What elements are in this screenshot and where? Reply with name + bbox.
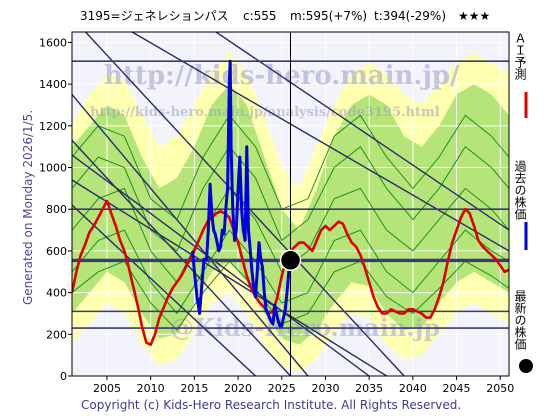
x-tick-label: 2025 <box>268 382 296 395</box>
y-tick-label: 200 <box>46 328 67 341</box>
legend-swatch-latest-price <box>519 359 533 373</box>
latest-price-dot <box>279 249 302 272</box>
ensemble-line <box>72 114 509 221</box>
y-axis-ticks: 0 200 400 600 800 1000 1200 1400 1600 <box>39 36 72 383</box>
past-price-line <box>191 59 292 328</box>
y-tick-label: 600 <box>46 245 67 258</box>
chart-title-current: c:555 <box>243 9 277 23</box>
y-tick-label: 1000 <box>39 162 67 175</box>
grid-lines <box>72 32 509 376</box>
trend-channel-line <box>214 32 509 231</box>
x-tick-label: 2020 <box>224 382 252 395</box>
latest-marker <box>279 32 302 376</box>
x-tick-label: 2045 <box>443 382 471 395</box>
plot-frame <box>71 31 510 377</box>
chart-title-mid: m:595(+7%) <box>290 9 367 23</box>
y-tick-label: 0 <box>60 370 67 383</box>
trend-channel-line <box>130 32 509 252</box>
chart-title-code: 3195=ジェネレションパス <box>80 9 229 23</box>
x-tick-label: 2015 <box>180 382 208 395</box>
inner-forecast-band <box>72 84 509 345</box>
trend-channel-line <box>72 154 370 376</box>
x-tick-label: 2005 <box>93 382 121 395</box>
trend-channel-line <box>72 94 309 376</box>
copyright-footer: Copyright (c) Kids-Hero Research Institu… <box>81 398 461 412</box>
y-tick-label: 1600 <box>39 36 67 49</box>
legend-label-past-price: 過去の株価 <box>513 160 527 220</box>
legend-label-latest-price: 最新の株価 <box>513 290 527 350</box>
x-axis-ticks: 2005 2010 2015 2020 2025 2030 2035 2040 2045 2050 <box>93 376 514 395</box>
x-tick-label: 2010 <box>137 382 165 395</box>
x-tick-label: 2040 <box>399 382 427 395</box>
watermark-page-url: http://kids-hero.main.jp/analysis/code31… <box>90 105 440 120</box>
generated-date-label: Generated on Monday 2026/1/5. <box>21 110 35 305</box>
x-tick-label: 2030 <box>311 382 339 395</box>
trend-channel-line <box>72 139 292 376</box>
legend-label-ai-prediction: ＡＩ予測 <box>513 32 527 81</box>
chart-title-target: t:394(-29%) <box>374 9 446 23</box>
chart-title-stars: ★★★ <box>458 9 490 23</box>
x-tick-label: 2035 <box>355 382 383 395</box>
trend-channel-line <box>72 179 388 376</box>
y-tick-label: 1400 <box>39 78 67 91</box>
x-tick-label: 2050 <box>486 382 514 395</box>
y-tick-label: 400 <box>46 287 67 300</box>
trend-channel-line <box>72 204 257 376</box>
y-tick-label: 1200 <box>39 120 67 133</box>
y-tick-label: 800 <box>46 203 67 216</box>
trend-channels <box>72 32 509 376</box>
